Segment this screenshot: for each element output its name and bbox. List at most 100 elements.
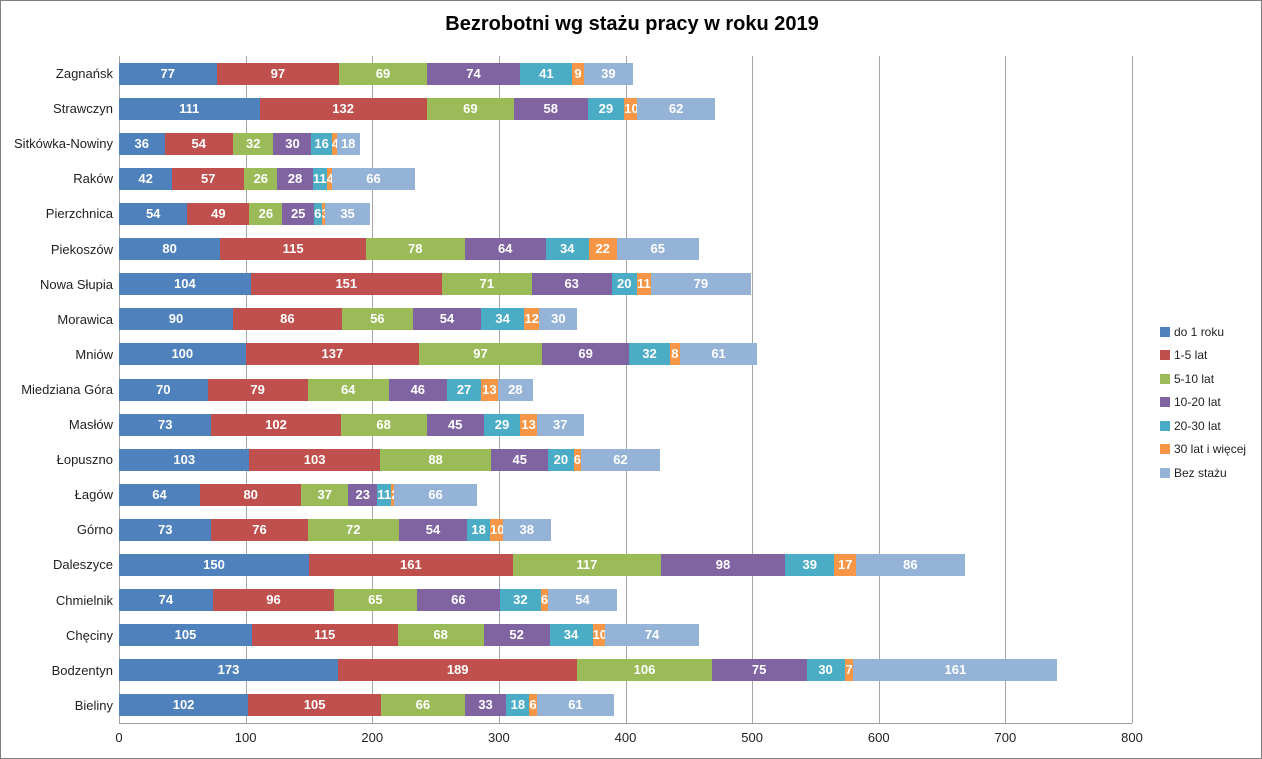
bar-segment-label: 68	[433, 627, 448, 643]
x-tick-label: 100	[234, 730, 257, 745]
bar-segment: 161	[853, 659, 1058, 682]
bar-segment: 37	[301, 483, 349, 506]
bar-segment-label: 6	[314, 205, 322, 221]
bar-segment: 104	[119, 273, 251, 296]
bar-segment-label: 20	[553, 451, 569, 467]
bar-segment: 11	[312, 167, 327, 190]
bar-segment-label: 79	[693, 276, 709, 292]
bar-segment: 32	[629, 343, 670, 366]
bar-segment: 10	[490, 518, 504, 541]
bar-segment: 41	[520, 62, 573, 85]
bar-segment-label: 32	[513, 592, 528, 608]
category-label: Chęciny	[66, 627, 113, 643]
bar-segment-label: 102	[265, 416, 287, 432]
bar-segment-label: 33	[478, 697, 493, 713]
legend-item: Bez stażu	[1160, 461, 1246, 485]
bar-segment: 86	[855, 554, 965, 577]
x-tick-label: 700	[994, 730, 1017, 745]
bar-segment-label: 12	[524, 311, 540, 327]
bar-segment: 97	[216, 62, 340, 85]
bar-segment-label: 151	[335, 276, 358, 292]
bar-segment-label: 49	[211, 205, 226, 221]
bar-segment: 69	[541, 343, 630, 366]
bar-segment: 11	[636, 273, 651, 296]
bar-segment: 35	[325, 202, 370, 225]
bar-segment: 103	[119, 448, 250, 471]
bar-segment: 69	[339, 62, 427, 85]
bar-segment-label: 173	[217, 662, 240, 678]
bar-segment: 39	[785, 554, 835, 577]
legend-item: 5-10 lat	[1160, 367, 1246, 391]
bar-segment: 18	[467, 518, 490, 541]
bar-segment-label: 66	[428, 486, 443, 502]
bar-segment: 39	[583, 62, 634, 85]
bar-segment: 117	[512, 554, 661, 577]
bar-segment: 54	[412, 308, 482, 331]
bar-segment-label: 36	[134, 135, 150, 151]
bar-segment-label: 32	[245, 135, 261, 151]
bar-segment-label: 97	[473, 346, 488, 362]
bar-segment: 36	[119, 132, 165, 155]
bar-segment: 76	[211, 518, 308, 541]
bar-segment: 20	[611, 273, 637, 296]
bar-segment-label: 102	[172, 697, 195, 713]
bar-segment: 3	[321, 202, 329, 225]
bar-segment: 18	[506, 694, 530, 717]
bar-segment: 97	[419, 343, 542, 366]
bar-segment: 70	[119, 378, 208, 401]
bar-segment-label: 10	[624, 100, 639, 116]
bar-segment: 66	[416, 589, 501, 612]
bar-segment: 45	[491, 448, 549, 471]
bar-segment-label: 13	[482, 381, 497, 397]
bar-segment: 132	[259, 97, 427, 120]
bar-segment-label: 39	[601, 65, 616, 81]
bar-segment: 96	[212, 589, 335, 612]
bar-segment: 137	[245, 343, 420, 366]
bar-segment: 12	[524, 308, 540, 331]
bar-segment: 11	[377, 483, 392, 506]
bar-segment: 79	[650, 273, 751, 296]
bar-segment: 32	[500, 589, 541, 612]
bar-segment: 45	[426, 413, 484, 436]
bar-segment: 28	[277, 167, 313, 190]
x-tick-label: 0	[115, 730, 123, 745]
bar-segment-label: 52	[509, 627, 524, 643]
bar-segment-label: 86	[903, 557, 918, 573]
legend-label: 5-10 lat	[1174, 371, 1215, 386]
legend-label: 30 lat i więcej	[1174, 442, 1247, 457]
bar-segment-label: 37	[553, 416, 568, 432]
bar-segment: 10	[624, 97, 639, 120]
x-tick-label: 500	[741, 730, 763, 745]
bar-segment-label: 80	[162, 241, 177, 257]
bar-segment: 61	[679, 343, 758, 366]
legend-swatch-icon	[1160, 326, 1170, 337]
legend-label: do 1 roku	[1174, 324, 1225, 339]
bar-segment: 13	[481, 378, 498, 401]
bar-segment-label: 11	[312, 170, 327, 186]
bar-segment: 49	[187, 202, 250, 225]
bar-segment: 29	[483, 413, 521, 436]
bar-segment: 80	[119, 238, 221, 261]
bar-segment-label: 4	[326, 170, 334, 186]
bar-segment: 30	[273, 132, 312, 155]
bar-segment: 37	[536, 413, 584, 436]
bar-segment: 6	[540, 589, 549, 612]
bar-segment-label: 104	[173, 276, 196, 292]
bar-segment-label: 115	[314, 627, 336, 643]
category-label: Bieliny	[74, 697, 113, 713]
bar-segment: 100	[119, 343, 246, 366]
legend-label: 20-30 lat	[1174, 418, 1221, 433]
category-label: Sitkówka-Nowiny	[14, 136, 113, 152]
bar-segment: 28	[497, 378, 534, 401]
bar-segment: 115	[220, 238, 366, 261]
bar-segment-label: 25	[290, 205, 306, 221]
bar-segment: 173	[119, 659, 339, 682]
bar-segment-label: 73	[157, 521, 173, 537]
bar-segment-label: 76	[252, 521, 267, 537]
bar-segment-label: 34	[560, 241, 575, 257]
bar-segment: 17	[834, 554, 856, 577]
bar-segment: 74	[426, 62, 521, 85]
bar-segment: 38	[502, 518, 551, 541]
bar-segment-label: 61	[711, 346, 726, 362]
bar-segment-label: 105	[174, 627, 197, 643]
